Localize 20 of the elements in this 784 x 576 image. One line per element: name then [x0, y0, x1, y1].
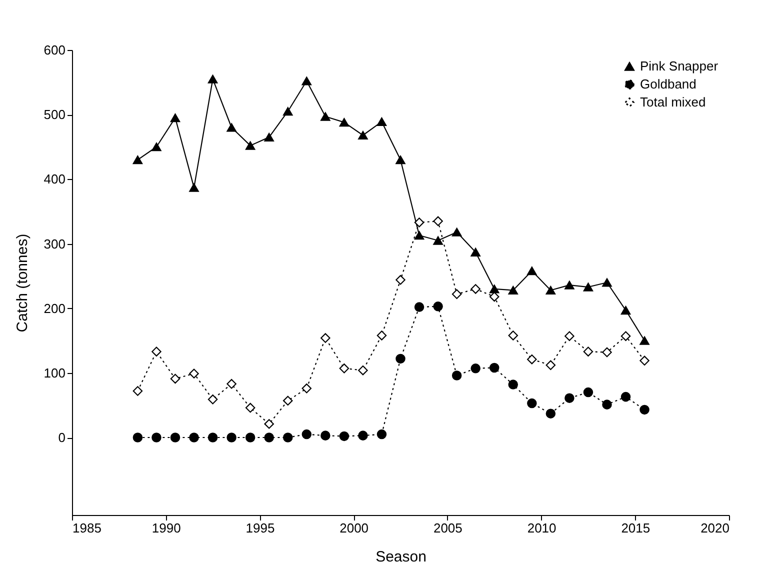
x-tick-label: 2010: [527, 520, 556, 536]
x-tick-label: 2015: [621, 520, 650, 536]
y-tick-label: 500: [44, 107, 66, 122]
x-axis-title: Season: [376, 548, 426, 566]
y-tick-label: 400: [44, 172, 66, 187]
x-tick-label: 1990: [152, 520, 181, 536]
legend-label: Goldband: [640, 76, 696, 92]
x-tick-label: 1995: [246, 520, 275, 536]
x-tick-label: 2020: [700, 520, 730, 536]
y-tick-label: 0: [58, 430, 66, 445]
y-tick-label: 300: [44, 236, 66, 252]
x-tick-label: 1985: [72, 520, 102, 536]
x-tick-label: 2005: [433, 520, 462, 536]
y-tick-label: 600: [44, 42, 66, 58]
legend-label: Total mixed: [640, 94, 706, 110]
legend-label: Pink Snapper: [640, 58, 719, 74]
y-tick-label: 100: [44, 365, 66, 380]
y-tick-label: 200: [44, 300, 66, 316]
y-axis-title: Catch (tonnes): [14, 234, 31, 332]
x-tick-label: 2000: [340, 520, 369, 536]
